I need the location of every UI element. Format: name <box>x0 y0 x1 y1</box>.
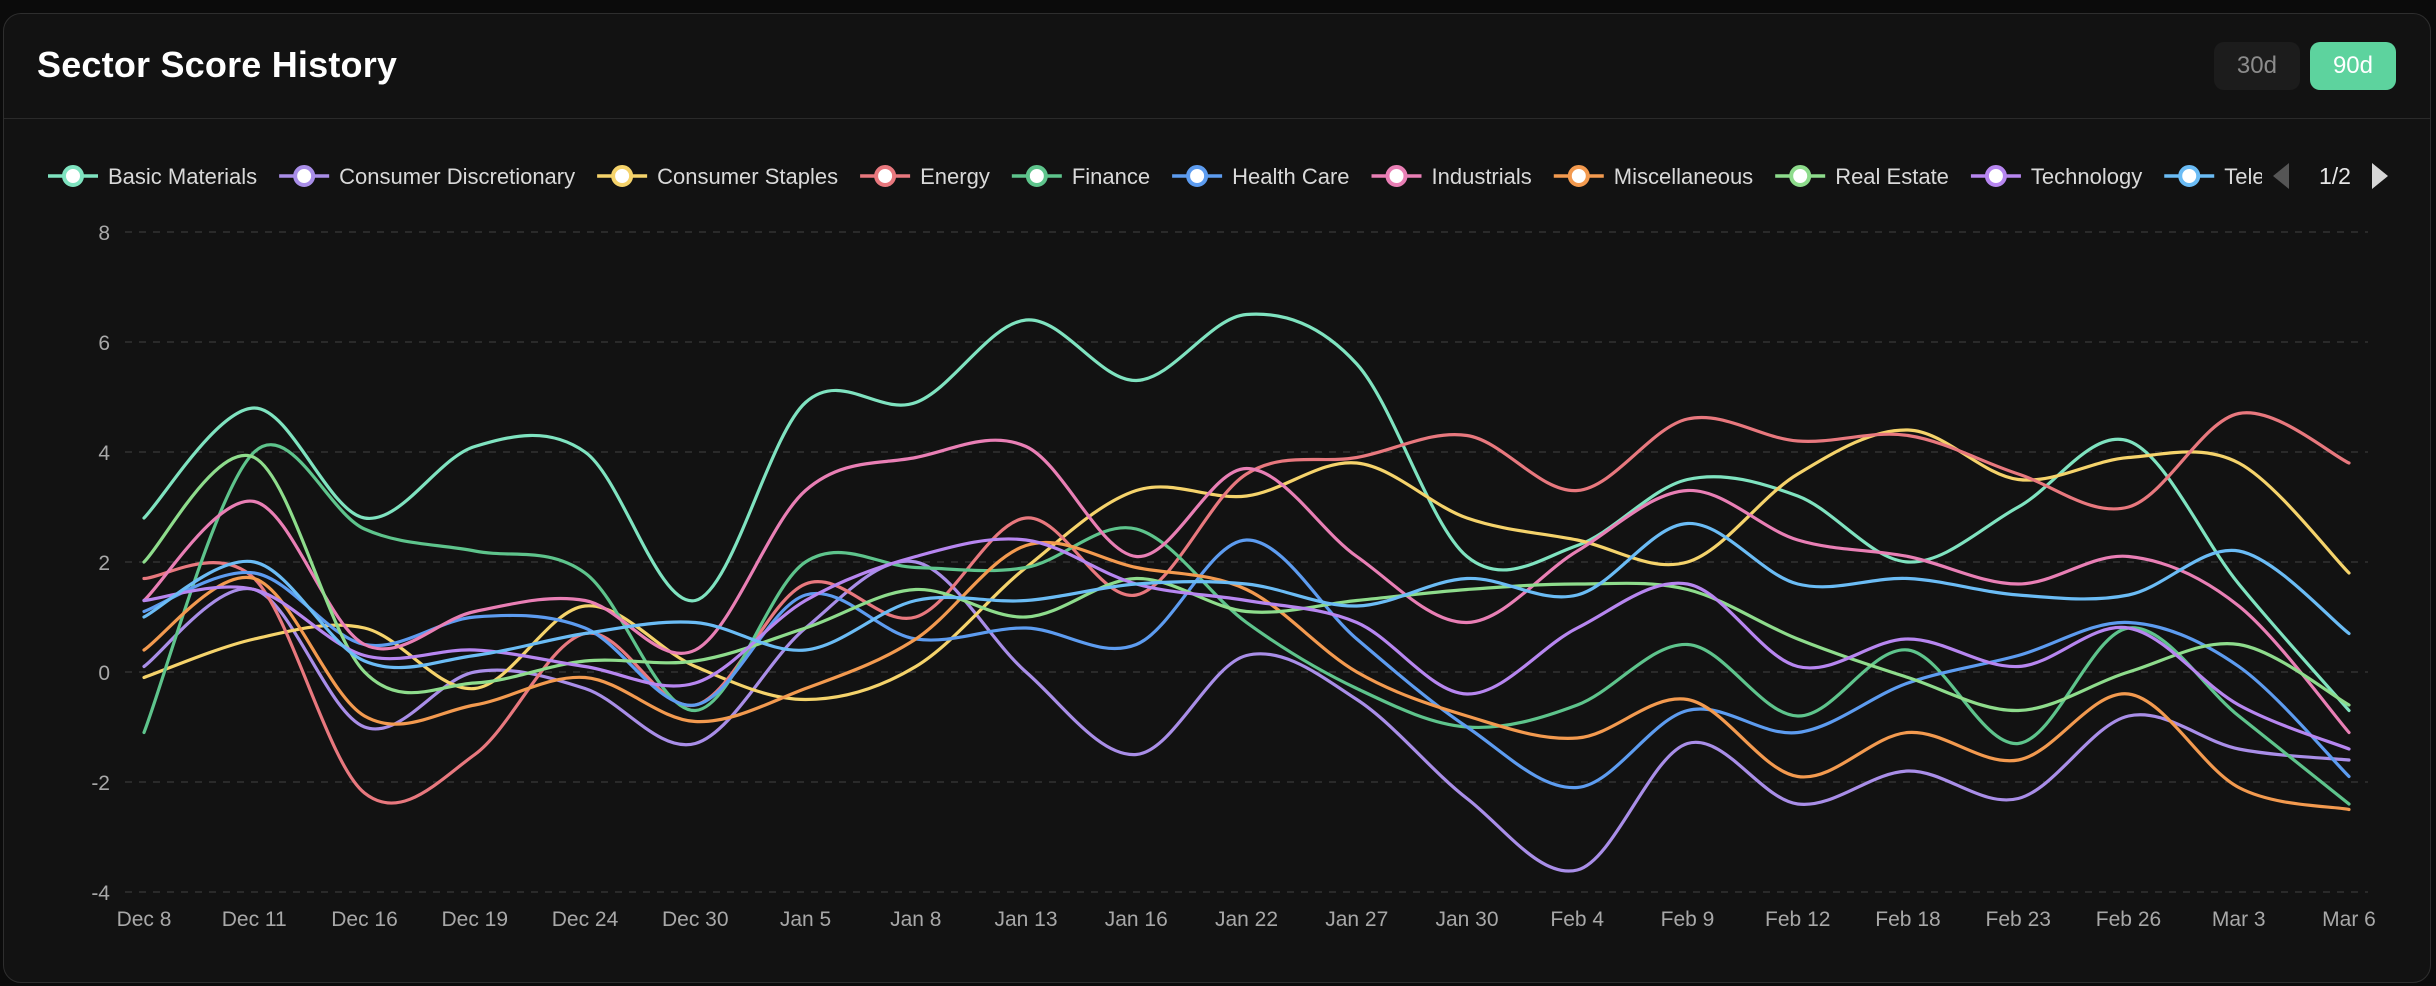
legend-marker <box>611 165 634 187</box>
series-line-basic-materials <box>142 312 2351 713</box>
x-tick-label: Dec 24 <box>552 908 619 931</box>
series-line-telecom <box>142 521 2351 670</box>
legend-marker <box>1025 165 1048 187</box>
series-line-energy <box>142 411 2351 805</box>
legend-item-health-care[interactable]: Health Care <box>1172 164 1350 189</box>
y-tick-label: -4 <box>91 882 110 905</box>
legend-marker <box>1789 165 1812 187</box>
y-tick-label: 2 <box>98 552 110 575</box>
legend-marker <box>2178 165 2201 187</box>
x-tick-label: Dec 8 <box>117 908 172 931</box>
series-line-technology <box>142 537 2351 751</box>
series-line-finance <box>142 443 2351 806</box>
series-lines <box>142 312 2351 873</box>
x-tick-label: Feb 4 <box>1550 908 1604 931</box>
legend-item-real-estate[interactable]: Real Estate <box>1775 164 1949 189</box>
card-header: Sector Score History 30d 90d <box>4 14 2430 119</box>
legend-item-industrials[interactable]: Industrials <box>1371 164 1532 189</box>
legend-label: Finance <box>1072 164 1150 189</box>
legend-marker <box>1186 165 1209 187</box>
x-tick-label: Dec 16 <box>331 908 398 931</box>
x-tick-label: Jan 22 <box>1215 908 1278 931</box>
legend-marker <box>1385 165 1408 187</box>
x-tick-label: Jan 13 <box>994 908 1057 931</box>
y-tick-label: 0 <box>98 662 110 685</box>
x-tick-label: Mar 3 <box>2212 908 2266 931</box>
grid <box>125 231 2368 893</box>
legend-marker <box>874 165 897 187</box>
range-selector: 30d 90d <box>2213 42 2396 90</box>
x-tick-label: Dec 19 <box>441 908 508 931</box>
legend-label: Consumer Staples <box>657 164 838 189</box>
chart-title: Sector Score History <box>37 44 398 85</box>
legend-label: Energy <box>920 164 990 189</box>
x-tick-label: Feb 26 <box>2096 908 2161 931</box>
legend-item-technology[interactable]: Technology <box>1970 164 2142 189</box>
legend-label: Real Estate <box>1835 164 1949 189</box>
legend-marker <box>293 165 316 187</box>
series-line-industrials <box>142 438 2351 735</box>
x-tick-label: Jan 16 <box>1105 908 1168 931</box>
x-tick-label: Feb 9 <box>1661 908 1715 931</box>
series-line-consumer-staples <box>142 428 2351 702</box>
legend-label: Industrials <box>1432 164 1532 189</box>
x-tick-label: Dec 30 <box>662 908 729 931</box>
series-line-miscellaneous <box>142 540 2351 812</box>
x-tick-label: Feb 18 <box>1875 908 1940 931</box>
legend-pager: 1/2 <box>2273 163 2388 189</box>
legend-item-consumer-discretionary[interactable]: Consumer Discretionary <box>279 164 575 189</box>
x-tick-label: Jan 27 <box>1325 908 1388 931</box>
y-tick-label: -2 <box>91 772 110 795</box>
series-line-consumer-discretionary <box>142 559 2351 873</box>
range-90d-button[interactable]: 90d <box>2309 42 2396 90</box>
range-30d-button[interactable]: 30d <box>2213 42 2300 90</box>
y-tick-label: 4 <box>98 442 110 465</box>
legend-label: Telecom <box>2224 164 2306 189</box>
legend-marker <box>1567 165 1590 187</box>
legend-label: Miscellaneous <box>1614 164 1753 189</box>
series-line-health-care <box>142 538 2351 790</box>
legend-item-energy[interactable]: Energy <box>860 164 990 189</box>
legend-label: Consumer Discretionary <box>339 164 575 189</box>
y-tick-label: 6 <box>98 332 110 355</box>
legend-item-telecom[interactable]: Telecom <box>2164 164 2306 189</box>
legend-marker <box>62 165 84 187</box>
legend-label: Health Care <box>1232 164 1349 189</box>
legend-marker <box>1984 165 2007 187</box>
x-tick-label: Jan 30 <box>1435 908 1498 931</box>
legend-item-miscellaneous[interactable]: Miscellaneous <box>1553 164 1753 189</box>
legend: Basic Materials Consumer Discretionary Con… <box>48 164 2306 189</box>
legend-page-indicator: 1/2 <box>2319 163 2351 189</box>
x-tick-label: Mar 6 <box>2322 908 2376 931</box>
legend-label: Technology <box>2031 164 2142 189</box>
legend-item-finance[interactable]: Finance <box>1011 164 1150 189</box>
x-tick-label: Feb 23 <box>1986 908 2051 931</box>
legend-item-consumer-staples[interactable]: Consumer Staples <box>597 164 838 189</box>
x-tick-label: Dec 11 <box>222 908 287 931</box>
chevron-right-icon[interactable] <box>2372 163 2388 189</box>
axes: 8 6 4 2 0 -2 -4 Dec 8 Dec 11 Dec 16 Dec 19 Dec 24 De… <box>91 222 2376 931</box>
y-tick-label: 8 <box>98 222 110 245</box>
x-tick-label: Feb 12 <box>1765 908 1830 931</box>
legend-label: Basic Materials <box>108 164 257 189</box>
chevron-left-icon[interactable] <box>2273 163 2289 189</box>
series-line-real-estate <box>142 453 2351 713</box>
x-tick-label: Jan 8 <box>890 908 941 931</box>
x-tick-label: Jan 5 <box>780 908 831 931</box>
legend-item-basic-materials[interactable]: Basic Materials <box>48 164 257 189</box>
